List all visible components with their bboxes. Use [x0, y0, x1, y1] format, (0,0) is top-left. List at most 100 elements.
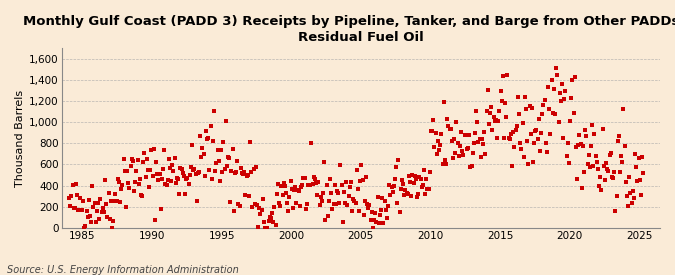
Point	[443, 123, 454, 128]
Point	[565, 119, 576, 123]
Point	[495, 89, 506, 93]
Point	[299, 176, 310, 180]
Point	[82, 215, 93, 219]
Point	[385, 193, 396, 197]
Point	[191, 199, 202, 203]
Point	[84, 198, 95, 202]
Point	[369, 218, 379, 222]
Point	[435, 143, 446, 147]
Point	[130, 179, 140, 184]
Point	[105, 199, 116, 203]
Point	[436, 132, 447, 136]
Point	[504, 136, 514, 141]
Point	[561, 154, 572, 158]
Point	[262, 226, 273, 230]
Point	[259, 220, 269, 224]
Point	[289, 187, 300, 192]
Point	[116, 187, 127, 191]
Point	[458, 153, 469, 158]
Point	[341, 180, 352, 185]
Point	[119, 169, 130, 173]
Point	[250, 164, 261, 169]
Point	[302, 201, 313, 206]
Point	[132, 158, 143, 162]
Point	[74, 195, 85, 200]
Point	[233, 202, 244, 207]
Point	[278, 181, 289, 185]
Point	[529, 140, 539, 145]
Point	[595, 175, 605, 179]
Point	[169, 156, 180, 161]
Point	[346, 180, 356, 184]
Point	[365, 218, 376, 222]
Point	[501, 115, 512, 120]
Point	[604, 153, 615, 158]
Point	[178, 174, 189, 178]
Point	[399, 193, 410, 197]
Point	[606, 175, 617, 179]
Point	[240, 192, 251, 197]
Point	[310, 181, 321, 185]
Point	[175, 166, 186, 170]
Point	[326, 191, 337, 196]
Point	[560, 89, 571, 93]
Point	[176, 167, 187, 171]
Point	[305, 183, 316, 187]
Point	[386, 185, 397, 189]
Point	[226, 169, 237, 173]
Point	[536, 131, 547, 136]
Point	[256, 208, 267, 212]
Point	[294, 189, 304, 193]
Point	[150, 218, 161, 222]
Point	[566, 96, 576, 100]
Point	[638, 171, 649, 175]
Point	[568, 111, 579, 115]
Point	[294, 204, 305, 208]
Point	[248, 166, 259, 171]
Point	[315, 195, 326, 200]
Point	[298, 176, 308, 180]
Point	[602, 167, 613, 171]
Point	[378, 221, 389, 225]
Point	[578, 144, 589, 148]
Point	[375, 212, 385, 217]
Point	[608, 176, 618, 180]
Point	[376, 207, 387, 212]
Point	[292, 188, 303, 192]
Point	[108, 218, 119, 223]
Point	[211, 161, 222, 165]
Point	[154, 172, 165, 176]
Point	[215, 179, 225, 183]
Point	[415, 177, 426, 181]
Point	[110, 192, 121, 196]
Point	[336, 183, 347, 188]
Point	[183, 182, 194, 187]
Point	[405, 180, 416, 185]
Point	[300, 207, 311, 211]
Point	[72, 192, 82, 197]
Point	[462, 146, 473, 150]
Point	[372, 195, 383, 199]
Point	[614, 134, 624, 138]
Point	[338, 220, 348, 224]
Point	[315, 202, 325, 207]
Point	[296, 185, 306, 189]
Point	[533, 117, 544, 121]
Point	[335, 162, 346, 167]
Point	[357, 178, 368, 182]
Point	[323, 214, 333, 218]
Point	[439, 158, 450, 163]
Point	[144, 185, 155, 189]
Point	[107, 226, 117, 230]
Point	[306, 140, 317, 145]
Point	[159, 148, 169, 152]
Point	[410, 177, 421, 181]
Point	[470, 131, 481, 135]
Point	[393, 158, 404, 163]
Point	[496, 99, 507, 103]
Point	[477, 136, 487, 141]
Point	[136, 193, 146, 197]
Point	[227, 146, 238, 151]
Point	[160, 182, 171, 186]
Point	[103, 191, 114, 196]
